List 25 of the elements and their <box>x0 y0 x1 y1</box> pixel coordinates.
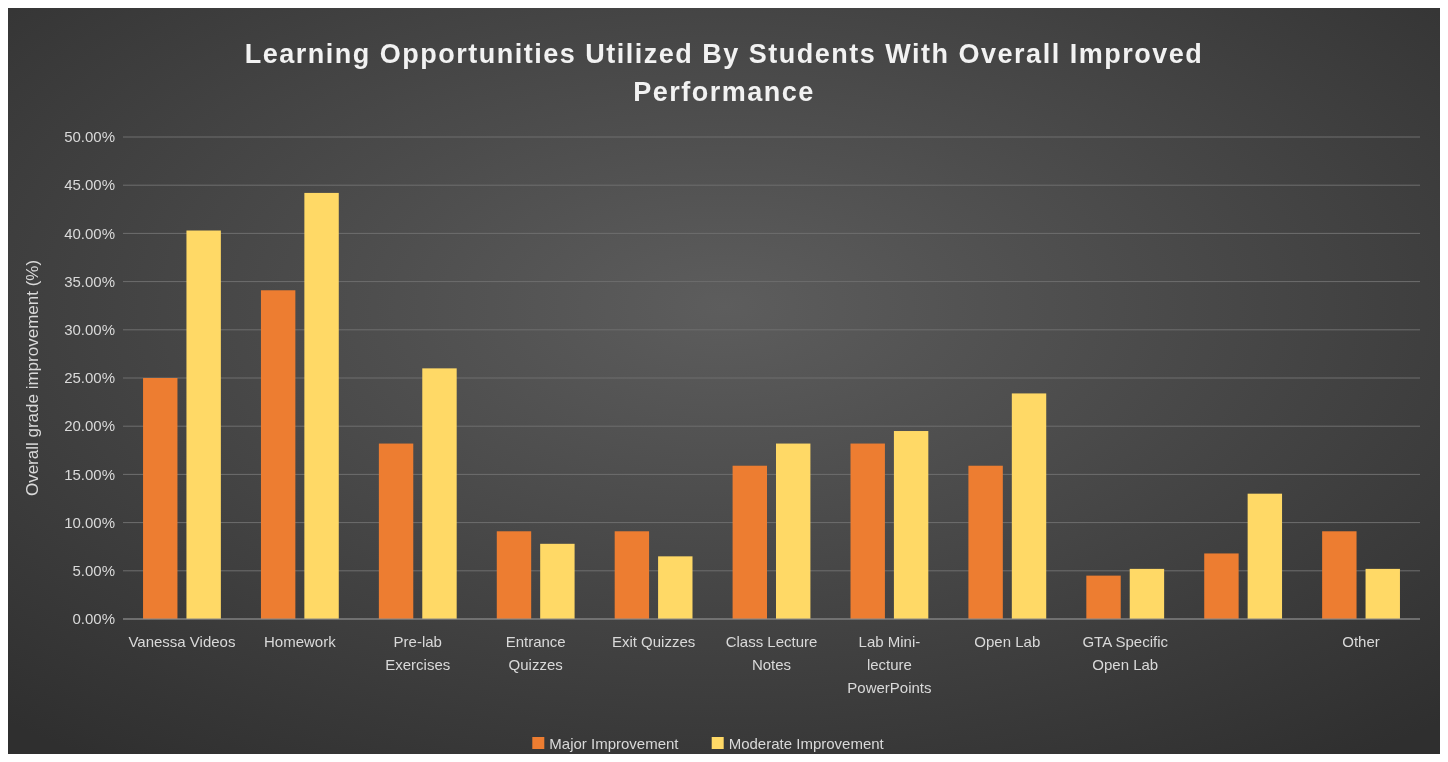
y-tick-label: 50.00% <box>64 128 115 146</box>
y-tick-label: 10.00% <box>64 513 115 531</box>
y-tick-label: 20.00% <box>64 417 115 435</box>
x-tick-label: Pre-lab Exercises <box>385 633 451 673</box>
x-tick-label: Open Lab <box>974 633 1041 650</box>
x-tick-label: Class Lecture Notes <box>725 633 818 673</box>
y-tick-label: 15.00% <box>64 465 115 483</box>
y-tick-label: 5.00% <box>72 562 115 580</box>
legend-label: Major Improvement <box>549 735 680 752</box>
x-tick-label: Entrance Quizzes <box>505 633 566 673</box>
x-tick-label: Homework <box>264 633 337 650</box>
y-axis-title: Overall grade improvement (%) <box>23 259 42 497</box>
legend-label: Moderate Improvement <box>728 735 885 752</box>
chart-title: Learning Opportunities Utilized By Students With Overall Improved Performance <box>244 39 1204 107</box>
x-tick-label: Vanessa Videos <box>128 633 236 650</box>
y-tick-label: 35.00% <box>64 272 115 290</box>
y-tick-label: 30.00% <box>64 321 115 339</box>
x-tick-label: Other <box>1342 633 1380 650</box>
y-tick-label: 45.00% <box>64 176 115 194</box>
x-tick-label: GTA Specific Open Lab <box>1082 633 1169 673</box>
x-tick-label: Exit Quizzes <box>611 633 696 650</box>
y-tick-label: 0.00% <box>72 610 115 628</box>
y-tick-label: 40.00% <box>64 224 115 242</box>
x-tick-label: Lab Mini-lecture PowerPoints <box>847 633 932 696</box>
y-tick-label: 25.00% <box>64 369 115 387</box>
